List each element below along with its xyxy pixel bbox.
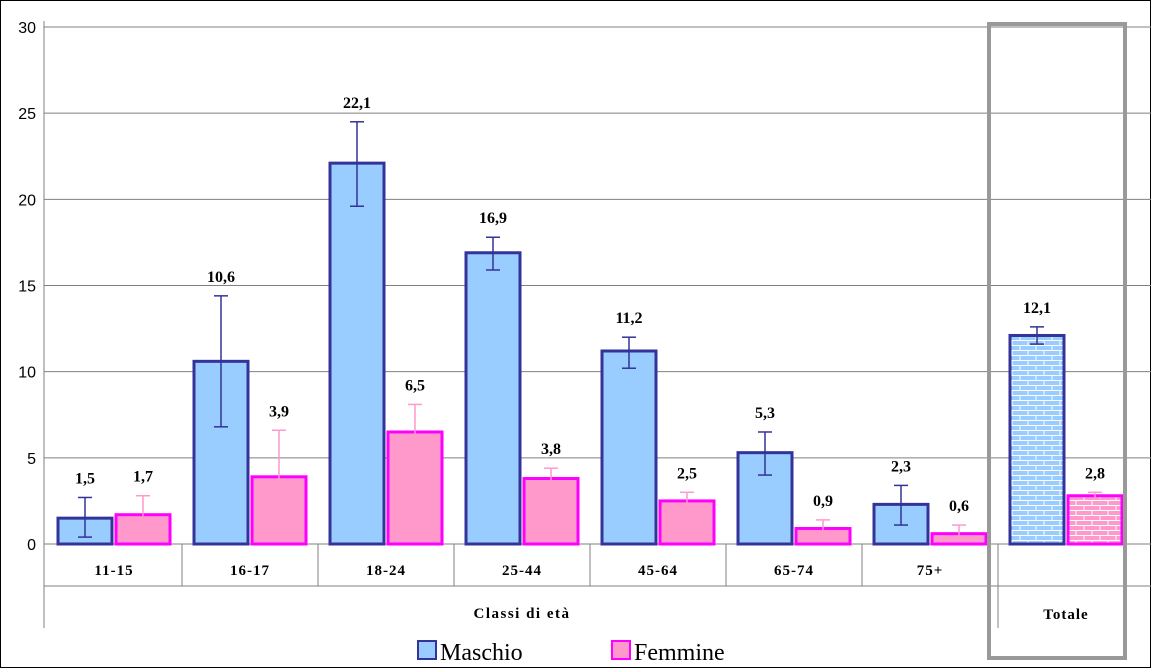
- y-tick-label: 10: [18, 365, 36, 382]
- x-tick-label: 65-74: [774, 563, 814, 579]
- y-tick-label: 0: [27, 537, 36, 554]
- legend: Maschio Femmine: [417, 640, 725, 666]
- x-tick-label: Totale: [1043, 607, 1088, 623]
- data-labels: 1,5 10,6 22,1 16,9 11,2 5,3 2,3 12,1 1,7 3,9 6,5 3,…: [75, 95, 1105, 515]
- x-tick-label: 18-24: [366, 563, 406, 579]
- data-label: 16,9: [479, 210, 507, 227]
- data-label: 0,6: [949, 498, 969, 515]
- data-label: 2,8: [1085, 465, 1105, 482]
- data-label: 2,5: [677, 465, 697, 482]
- y-tick-label: 30: [18, 20, 36, 37]
- data-label: 22,1: [343, 95, 371, 112]
- data-label: 1,5: [75, 470, 95, 487]
- y-tick-label: 15: [18, 279, 36, 296]
- legend-label-maschio: Maschio: [440, 640, 523, 666]
- data-label: 5,3: [755, 405, 775, 422]
- y-tick-label: 20: [18, 192, 36, 209]
- y-axis: 0 5 10 15 20 25 30: [18, 20, 45, 554]
- bar-maschio-25-44: [464, 251, 522, 546]
- error-bars: [78, 121, 1102, 542]
- data-label: 12,1: [1023, 300, 1051, 317]
- data-label: 0,9: [813, 493, 833, 510]
- y-tick-label: 25: [18, 106, 36, 123]
- x-axis: 11-15 16-17 18-24 25-44 45-64 65-74 75+ Totale C…: [43, 544, 1151, 628]
- x-tick-label: 25-44: [502, 563, 542, 579]
- totale-highlight-frame: [987, 22, 1127, 660]
- data-label: 3,9: [269, 403, 289, 420]
- data-label: 2,3: [891, 458, 911, 475]
- x-tick-label: 75+: [917, 563, 944, 579]
- x-tick-label: 11-15: [94, 563, 133, 579]
- y-tick-label: 5: [27, 451, 36, 468]
- legend-label-femmine: Femmine: [634, 640, 725, 666]
- data-label: 10,6: [207, 269, 235, 286]
- bars: [56, 161, 1124, 546]
- bar-maschio-18-24: [328, 161, 386, 546]
- x-group-label: Classi di età: [473, 606, 570, 622]
- legend-swatch-femmine: [611, 640, 631, 660]
- data-label: 1,7: [133, 469, 153, 486]
- bar-maschio-45-64: [600, 349, 658, 546]
- bar-femmine-Totale: [1066, 494, 1124, 546]
- data-label: 3,8: [541, 441, 561, 458]
- bar-maschio-Totale: [1008, 333, 1066, 546]
- bar-femmine-25-44: [522, 477, 580, 546]
- data-label: 11,2: [615, 310, 642, 327]
- legend-swatch-maschio: [417, 640, 437, 660]
- data-label: 6,5: [405, 377, 425, 394]
- x-tick-label: 16-17: [230, 563, 270, 579]
- x-tick-label: 45-64: [638, 563, 678, 579]
